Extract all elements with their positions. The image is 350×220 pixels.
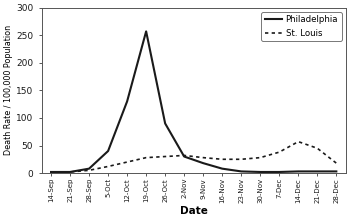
St. Louis	[163, 155, 167, 158]
St. Louis	[68, 171, 72, 173]
St. Louis	[277, 151, 281, 153]
Legend: Philadelphia, St. Louis: Philadelphia, St. Louis	[261, 12, 342, 41]
St. Louis	[296, 140, 300, 143]
St. Louis	[201, 156, 205, 159]
Philadelphia	[125, 100, 129, 103]
Philadelphia	[296, 170, 300, 173]
St. Louis	[258, 156, 262, 159]
St. Louis	[334, 162, 338, 165]
St. Louis	[49, 171, 53, 173]
Philadelphia	[163, 122, 167, 125]
Philadelphia	[258, 171, 262, 173]
St. Louis	[220, 158, 224, 161]
X-axis label: Date: Date	[180, 206, 208, 216]
St. Louis	[239, 158, 243, 161]
Philadelphia	[49, 171, 53, 173]
Philadelphia	[182, 155, 186, 158]
Philadelphia	[201, 162, 205, 165]
Philadelphia	[315, 170, 320, 173]
Philadelphia	[144, 30, 148, 33]
Philadelphia	[277, 171, 281, 173]
St. Louis	[315, 147, 320, 150]
Philadelphia	[220, 167, 224, 170]
Philadelphia	[106, 150, 110, 152]
Line: Philadelphia: Philadelphia	[51, 31, 336, 172]
St. Louis	[106, 165, 110, 168]
St. Louis	[182, 154, 186, 157]
St. Louis	[125, 161, 129, 163]
Philadelphia	[239, 170, 243, 173]
Line: St. Louis: St. Louis	[51, 142, 336, 172]
Y-axis label: Death Rate / 100,000 Population: Death Rate / 100,000 Population	[4, 25, 13, 156]
Philadelphia	[87, 167, 91, 170]
Philadelphia	[334, 170, 338, 173]
St. Louis	[144, 156, 148, 159]
St. Louis	[87, 169, 91, 172]
Philadelphia	[68, 171, 72, 173]
